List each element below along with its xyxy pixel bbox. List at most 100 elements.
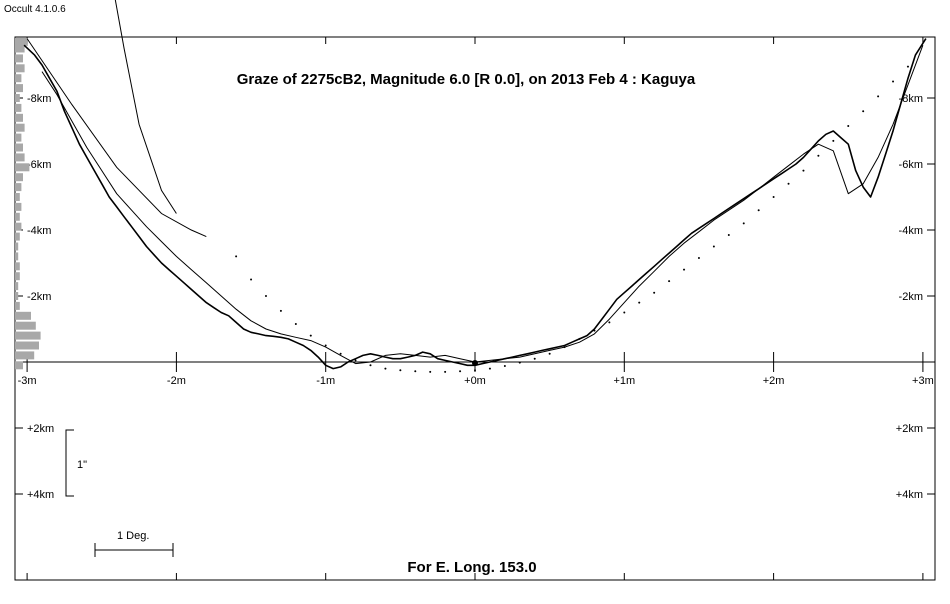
- histogram-bar: [15, 193, 20, 201]
- limit-dot: [608, 321, 611, 324]
- histogram-bar: [15, 282, 19, 291]
- horizontal-scale-bar: [94, 543, 174, 557]
- limit-dot: [369, 364, 372, 367]
- limit-dot: [727, 233, 730, 236]
- limit-dot: [518, 361, 521, 364]
- chart-title: Graze of 2275cB2, Magnitude 6.0 [R 0.0],…: [237, 71, 696, 88]
- smooth-fit-line: [41, 45, 924, 365]
- vertical-scale-bar: [65, 429, 74, 497]
- limit-dot: [757, 209, 760, 212]
- histogram-bars: [15, 37, 41, 370]
- x-tick-label: +3m: [912, 375, 934, 387]
- histogram-bar: [15, 292, 19, 300]
- limit-dot: [742, 222, 745, 225]
- histogram-bar: [15, 37, 28, 46]
- histogram-bar: [15, 301, 20, 310]
- limit-dot: [593, 329, 596, 332]
- histogram-bar: [15, 361, 23, 370]
- app-version-label: Occult 4.1.0.6: [4, 4, 66, 15]
- limit-dot: [817, 154, 820, 157]
- y-tick-label-right: +4km: [896, 489, 923, 501]
- histogram-bar: [15, 173, 23, 182]
- limit-dot: [712, 245, 715, 248]
- limit-dot: [503, 364, 506, 367]
- grazing-arcs: [26, 0, 207, 238]
- limit-dot: [264, 295, 267, 297]
- histogram-bar: [15, 202, 22, 211]
- limit-dot: [847, 125, 850, 128]
- histogram-bar: [15, 232, 20, 241]
- y-tick-label-right: -2km: [899, 291, 923, 303]
- histogram-bar: [15, 311, 31, 320]
- limit-dot: [832, 139, 835, 142]
- limit-dot: [429, 370, 432, 373]
- limit-dot: [354, 359, 357, 362]
- limit-dot: [623, 311, 626, 314]
- grazing-arc: [114, 0, 177, 214]
- limit-dot: [563, 346, 566, 349]
- plot-border: [14, 36, 936, 581]
- histogram-bar: [15, 153, 25, 162]
- histogram-bar: [15, 351, 35, 360]
- limit-dot: [294, 323, 297, 326]
- limit-dot: [250, 278, 253, 281]
- limit-dot: [324, 344, 327, 347]
- grazing-arc: [26, 38, 207, 238]
- y-tick-label-right: +2km: [896, 423, 923, 435]
- limit-dot: [862, 110, 865, 113]
- limit-dot: [279, 309, 282, 312]
- x-tick-label: +1m: [613, 375, 635, 387]
- limit-dot: [668, 280, 671, 283]
- histogram-bar: [15, 133, 22, 142]
- y-tick-label-left: -2km: [27, 291, 51, 303]
- histogram-bar: [15, 183, 22, 192]
- limit-dot: [339, 352, 342, 355]
- histogram-bar: [15, 113, 23, 122]
- limit-dot: [474, 369, 476, 372]
- histogram-bar: [15, 123, 25, 132]
- histogram-bar: [15, 143, 23, 152]
- histogram-bar: [15, 94, 20, 102]
- limit-dot: [384, 367, 387, 370]
- limit-dot: [488, 367, 491, 370]
- limit-dot: [772, 196, 775, 198]
- limit-dot: [787, 182, 790, 185]
- limit-dot: [892, 80, 895, 83]
- y-tick-label-left: -4km: [27, 225, 51, 237]
- y-tick-label-left: +4km: [27, 489, 54, 501]
- plot-frame: [14, 36, 936, 581]
- axis-ticks: -3m -2m -1m +0m +1m +2m +3m -8km -8km -6km -6km -4k…: [15, 37, 935, 580]
- y-tick-label-right: -6km: [899, 159, 923, 171]
- limit-dot: [548, 352, 551, 355]
- limit-dot: [802, 169, 805, 172]
- x-tick-label: -1m: [316, 375, 335, 387]
- x-tick-label: +2m: [763, 375, 785, 387]
- limit-dot: [399, 369, 402, 372]
- limit-dot: [444, 370, 447, 373]
- y-tick-label-left: +2km: [27, 423, 54, 435]
- limit-dot: [459, 370, 462, 373]
- limit-dot: [533, 357, 536, 360]
- limb-profile-line: [23, 38, 927, 370]
- histogram-bar: [15, 262, 20, 271]
- limit-dot: [697, 257, 700, 260]
- histogram-bar: [15, 84, 23, 93]
- limit-dot: [653, 291, 656, 294]
- histogram-bar: [15, 222, 22, 231]
- x-tick-label: +0m: [464, 375, 486, 387]
- data-series: [23, 38, 927, 373]
- limit-dot: [877, 95, 880, 98]
- histogram-bar: [15, 212, 20, 221]
- limit-dot: [683, 268, 686, 271]
- limit-dot: [906, 65, 909, 68]
- y-tick-label-left: -6km: [27, 159, 51, 171]
- histogram-bar: [15, 341, 39, 350]
- histogram-bar: [15, 163, 30, 172]
- y-tick-label-right: -8km: [899, 93, 923, 105]
- footer-longitude: For E. Long. 153.0: [407, 559, 536, 576]
- histogram-bar: [15, 44, 25, 53]
- x-tick-label: -3m: [18, 375, 37, 387]
- limit-dot: [235, 255, 238, 258]
- histogram-bar: [15, 103, 22, 112]
